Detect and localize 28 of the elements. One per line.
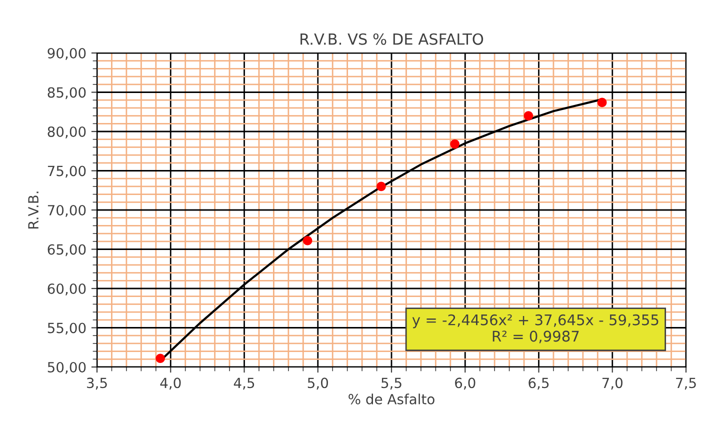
point xyxy=(524,111,534,120)
annotation: y = -2,4456x² + 37,645x - 59,355 R² = 0,9987 xyxy=(412,314,658,344)
y-tick-label: 90,00 xyxy=(48,48,86,60)
x-tick-label: 5,0 xyxy=(308,378,328,390)
y-tick-label: 65,00 xyxy=(48,244,86,256)
x-tick-label: 5,5 xyxy=(382,378,402,390)
point xyxy=(376,182,386,192)
y-tick-label: 50,00 xyxy=(48,362,86,374)
x-tick-label: 4,0 xyxy=(160,378,181,390)
x-tick-label: 4,5 xyxy=(234,378,254,390)
point xyxy=(597,98,607,108)
chart-title: R.V.B. VS % DE ASFALTO xyxy=(300,33,484,45)
x-tick-label: 6,5 xyxy=(528,378,549,390)
y-tick-label: 85,00 xyxy=(48,87,86,100)
y-tick-label: 55,00 xyxy=(48,322,86,335)
point xyxy=(450,139,460,149)
y-tick-label: 80,00 xyxy=(48,126,86,138)
x-axis-title: % de Asfalto xyxy=(348,394,434,404)
x-tick-label: 3,5 xyxy=(87,378,107,390)
y-tick-label: 60,00 xyxy=(48,283,86,296)
y-axis-title: R.V.B. xyxy=(28,192,38,228)
y-tick-label: 70,00 xyxy=(48,204,86,217)
x-tick-label: 7,5 xyxy=(676,378,696,390)
x-tick-label: 6,0 xyxy=(455,378,476,390)
x-tick-label: 7,0 xyxy=(602,378,622,390)
y-tick-label: 75,00 xyxy=(48,166,86,178)
point xyxy=(302,236,312,246)
point xyxy=(156,354,165,364)
